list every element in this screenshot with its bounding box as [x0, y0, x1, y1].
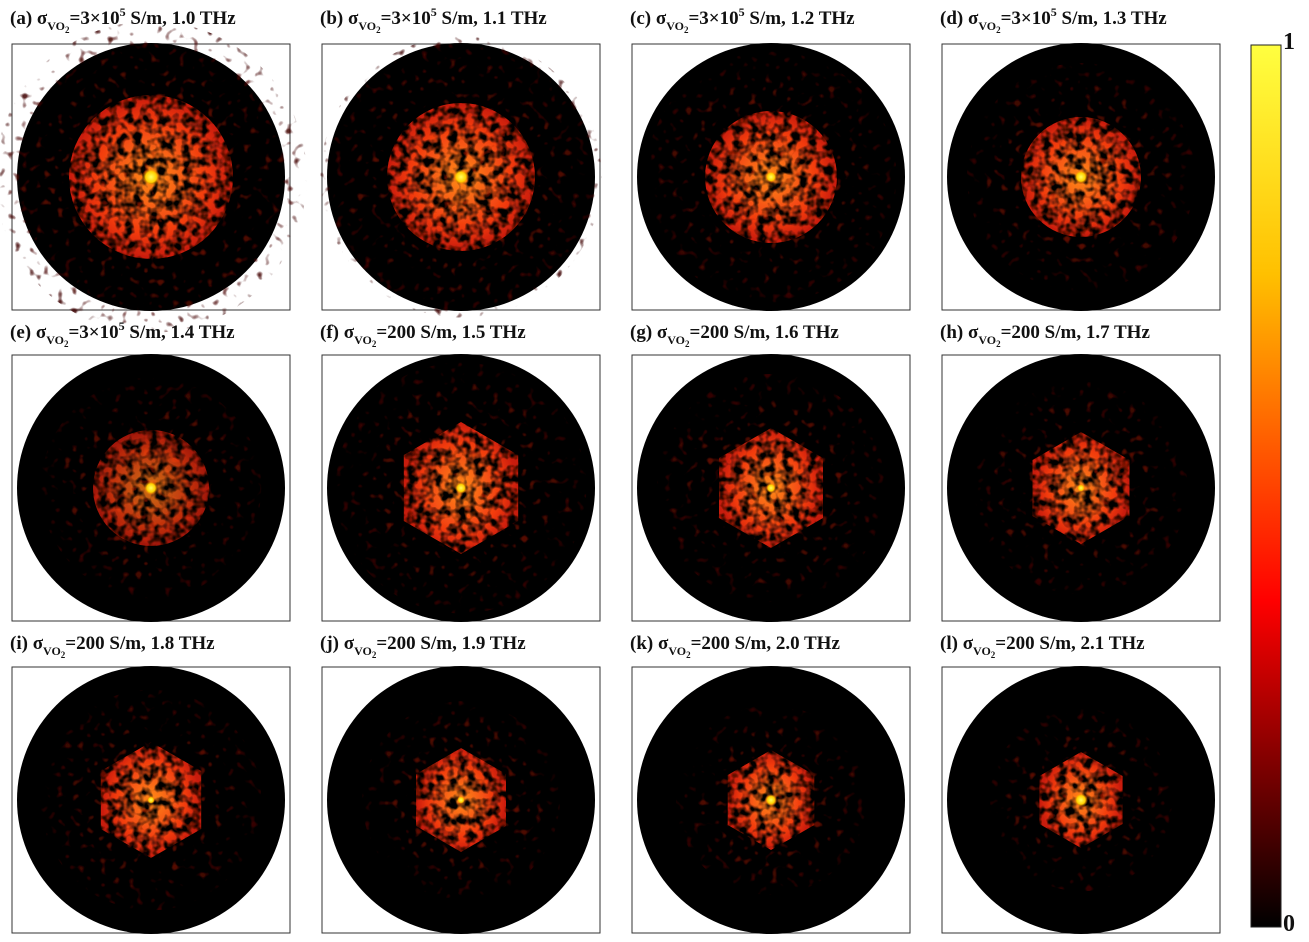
title-text: S/m, 1.1 THz	[442, 8, 547, 29]
title-text: (l)	[940, 633, 958, 654]
title-text: (f)	[320, 322, 339, 343]
colorbar-label: 0	[1283, 911, 1295, 938]
title-sub2: 2	[372, 650, 377, 660]
title-text: =3×10	[381, 8, 431, 29]
title-text: σ	[348, 8, 358, 29]
center-spot	[455, 482, 467, 494]
title-sub: VO	[973, 644, 991, 658]
title-sub2: 2	[64, 339, 69, 349]
title-sup: 5	[431, 5, 437, 19]
center-spot	[453, 169, 469, 185]
title-text: (h)	[940, 322, 963, 343]
title-sub2: 2	[65, 25, 70, 35]
center-spot	[766, 483, 776, 493]
title-sub: VO	[978, 19, 996, 33]
title-text: =200 S/m, 1.6 THz	[690, 322, 839, 343]
center-spot	[1074, 793, 1088, 807]
title-text: σ	[658, 633, 668, 654]
title-sub2: 2	[991, 650, 996, 660]
title-sub: VO	[354, 644, 372, 658]
title-sub: VO	[978, 333, 996, 347]
title-sup: 5	[120, 5, 126, 19]
center-spot	[457, 796, 465, 804]
title-sub: VO	[358, 19, 376, 33]
title-text: =3×10	[688, 8, 738, 29]
title-sup: 5	[119, 319, 125, 333]
panel-title: (e) σVO2=3×105 S/m, 1.4 THz	[10, 322, 235, 344]
title-sub: VO	[354, 333, 372, 347]
panel-title: (b) σVO2=3×105 S/m, 1.1 THz	[320, 8, 547, 30]
title-text: (j)	[320, 633, 339, 654]
center-spot	[1077, 484, 1085, 492]
title-sub2: 2	[61, 650, 66, 660]
center-spot	[765, 794, 777, 806]
title-text: (k)	[630, 633, 653, 654]
title-text: (a)	[10, 8, 32, 29]
panel-title: (d) σVO2=3×105 S/m, 1.3 THz	[940, 8, 1167, 30]
title-sub: VO	[47, 19, 65, 33]
title-text: =3×10	[68, 322, 118, 343]
title-text: S/m, 1.0 THz	[130, 8, 235, 29]
title-text: σ	[968, 322, 978, 343]
title-sub: VO	[666, 19, 684, 33]
title-text: =3×10	[1001, 8, 1051, 29]
title-text: σ	[657, 322, 667, 343]
figure-art	[0, 0, 1309, 942]
title-text: S/m, 1.2 THz	[749, 8, 854, 29]
title-text: σ	[36, 322, 46, 343]
title-text: (e)	[10, 322, 31, 343]
title-text: σ	[37, 8, 47, 29]
title-text: σ	[344, 322, 354, 343]
title-text: S/m, 1.4 THz	[129, 322, 234, 343]
title-sub2: 2	[686, 650, 691, 660]
figure: (a) σVO2=3×105 S/m, 1.0 THz(b) σVO2=3×10…	[0, 0, 1309, 942]
center-spot	[142, 168, 160, 186]
title-text: (g)	[630, 322, 652, 343]
title-text: σ	[963, 633, 973, 654]
title-text: =200 S/m, 2.0 THz	[691, 633, 840, 654]
panel-title: (c) σVO2=3×105 S/m, 1.2 THz	[630, 8, 855, 30]
title-text: =200 S/m, 1.7 THz	[1001, 322, 1150, 343]
center-spot	[147, 796, 155, 804]
title-sup: 5	[1051, 5, 1057, 19]
panel-title: (f) σVO2=200 S/m, 1.5 THz	[320, 322, 526, 344]
title-text: (i)	[10, 633, 28, 654]
title-text: σ	[968, 8, 978, 29]
panel-title: (h) σVO2=200 S/m, 1.7 THz	[940, 322, 1150, 344]
title-text: =200 S/m, 2.1 THz	[995, 633, 1144, 654]
title-text: =200 S/m, 1.9 THz	[376, 633, 525, 654]
title-sub2: 2	[685, 339, 690, 349]
title-text: S/m, 1.3 THz	[1062, 8, 1167, 29]
panel-title: (k) σVO2=200 S/m, 2.0 THz	[630, 633, 840, 655]
title-sub2: 2	[996, 339, 1001, 349]
title-text: =3×10	[70, 8, 120, 29]
title-sub: VO	[46, 333, 64, 347]
title-text: (c)	[630, 8, 651, 29]
title-sub: VO	[43, 644, 61, 658]
title-text: =200 S/m, 1.5 THz	[376, 322, 525, 343]
title-text: =200 S/m, 1.8 THz	[65, 633, 214, 654]
panel-title: (i) σVO2=200 S/m, 1.8 THz	[10, 633, 215, 655]
title-text: (d)	[940, 8, 963, 29]
center-spot	[144, 481, 158, 495]
title-sub2: 2	[684, 25, 689, 35]
title-sub2: 2	[376, 25, 381, 35]
colorbar-label: 1	[1283, 29, 1295, 56]
panel-title: (g) σVO2=200 S/m, 1.6 THz	[630, 322, 839, 344]
title-sub: VO	[667, 333, 685, 347]
title-text: σ	[33, 633, 43, 654]
center-spot	[1074, 170, 1088, 184]
title-text: (b)	[320, 8, 343, 29]
title-text: σ	[656, 8, 666, 29]
title-text: σ	[344, 633, 354, 654]
center-spot	[765, 171, 777, 183]
panel-title: (l) σVO2=200 S/m, 2.1 THz	[940, 633, 1145, 655]
panel-title: (a) σVO2=3×105 S/m, 1.0 THz	[10, 8, 236, 30]
panel-title: (j) σVO2=200 S/m, 1.9 THz	[320, 633, 526, 655]
title-sup: 5	[739, 5, 745, 19]
colorbar	[1251, 45, 1281, 927]
title-sub2: 2	[372, 339, 377, 349]
title-sub2: 2	[996, 25, 1001, 35]
title-sub: VO	[668, 644, 686, 658]
